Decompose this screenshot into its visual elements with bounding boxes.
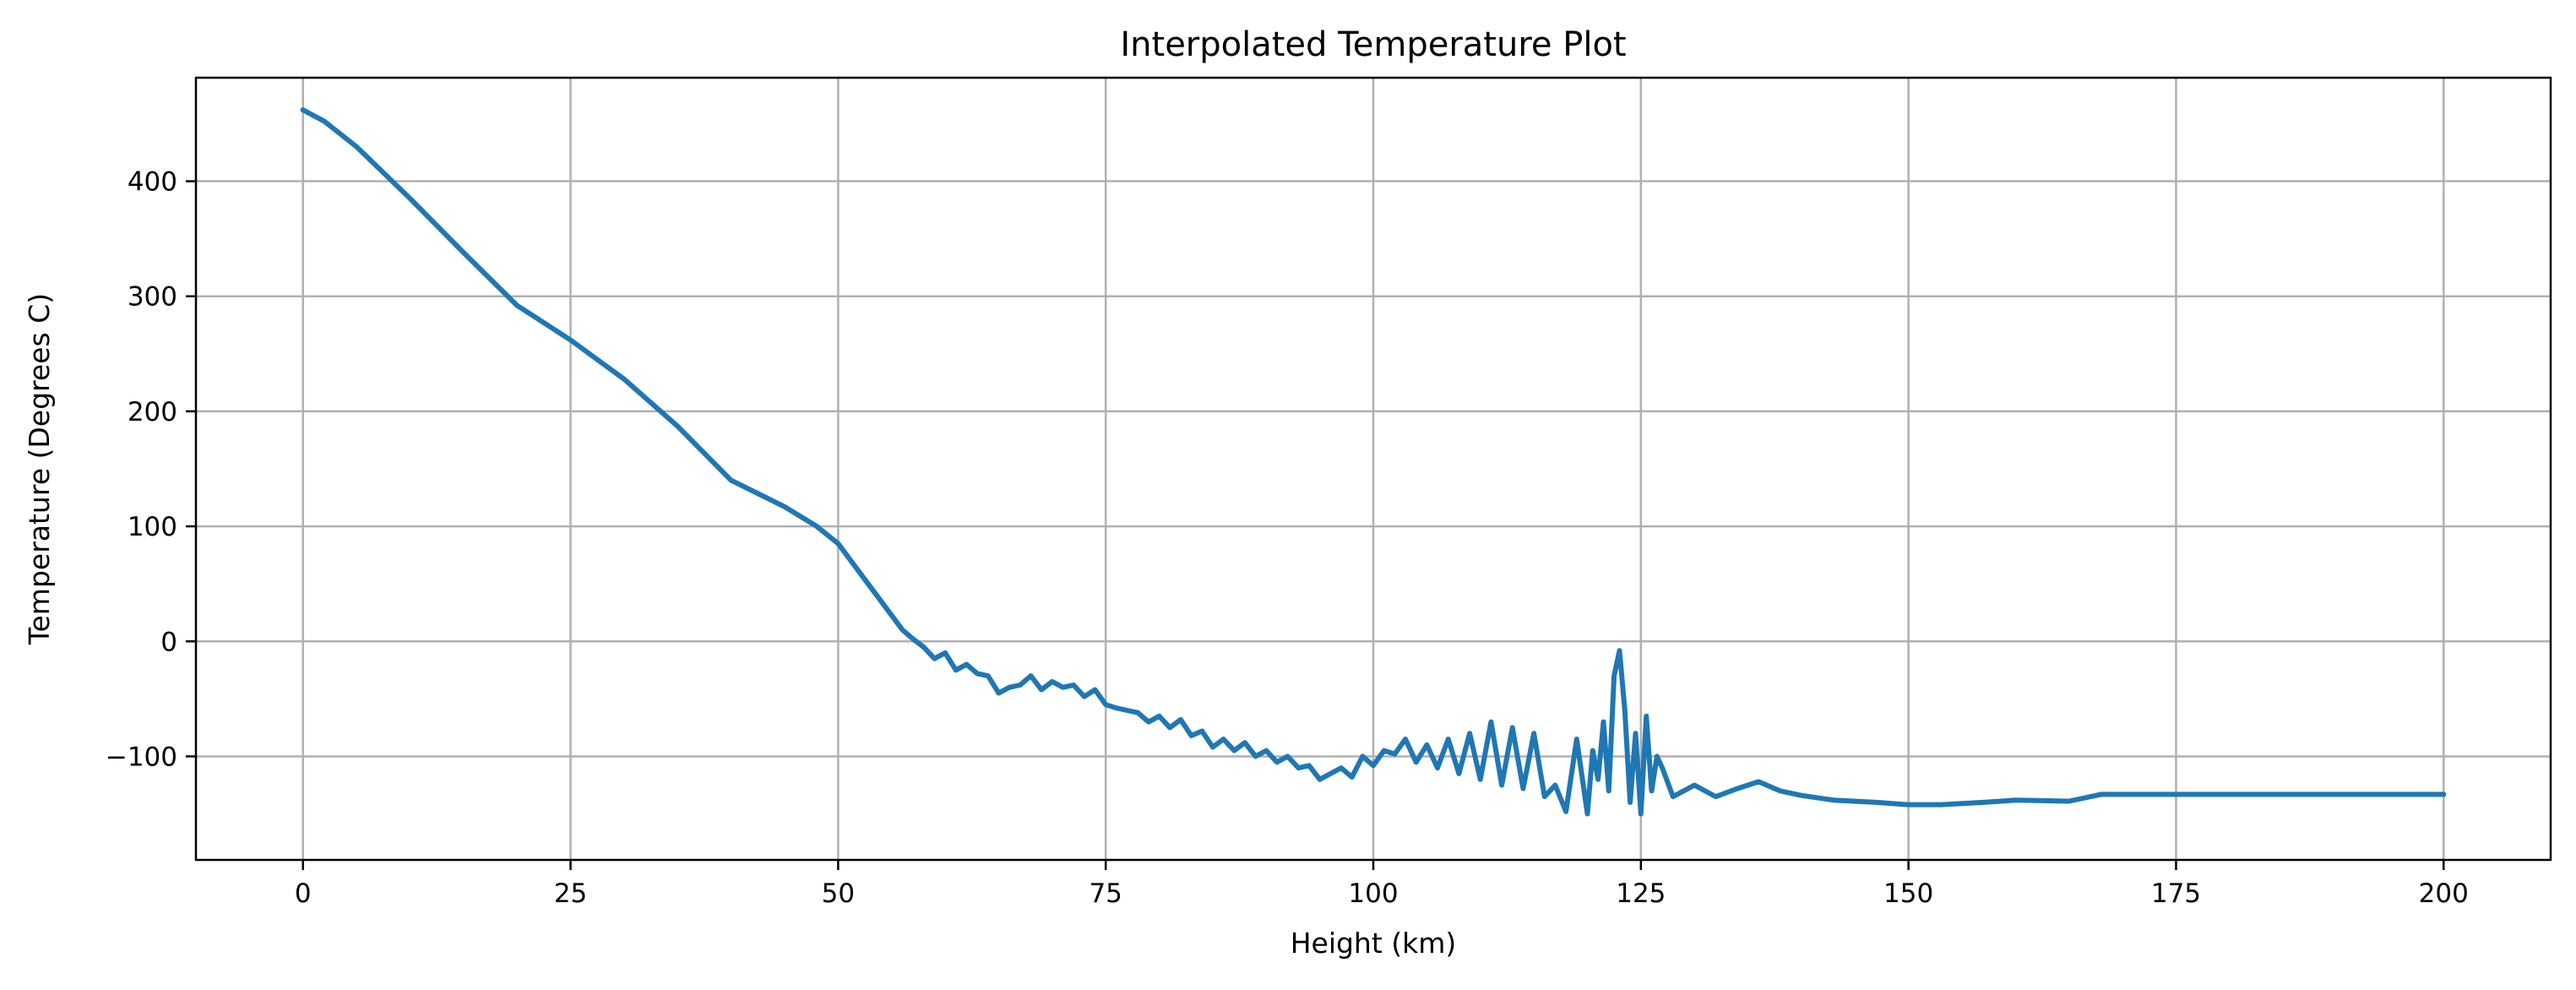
y-tick-label: 400 [128,167,177,198]
y-tick-label: 100 [128,512,177,542]
y-tick-label: 300 [128,282,177,313]
x-tick-label: 75 [1089,878,1122,909]
x-tick-label: 25 [554,878,587,909]
y-tick-label: 0 [160,627,177,657]
y-tick-label: 200 [128,397,177,427]
y-tick-label: −100 [106,742,177,772]
temperature-series-line [300,107,2447,817]
x-tick-label: 50 [822,878,855,909]
x-tick-label: 125 [1616,878,1666,909]
x-axis: 0 25 50 75 100 125 150 175 200 [295,860,2469,909]
x-tick-label: 200 [2419,878,2469,909]
x-tick-label: 150 [1883,878,1933,909]
series-group [300,107,2447,817]
y-axis-label: Temperature (Degrees C) [23,293,56,645]
x-axis-label: Height (km) [1291,927,1457,960]
x-tick-label: 100 [1348,878,1398,909]
grid-lines [196,78,2551,860]
x-tick-label: 0 [295,878,312,909]
chart-title: Interpolated Temperature Plot [1120,25,1626,64]
x-tick-label: 175 [2151,878,2201,909]
y-axis: −100 0 100 200 300 400 [106,167,196,772]
